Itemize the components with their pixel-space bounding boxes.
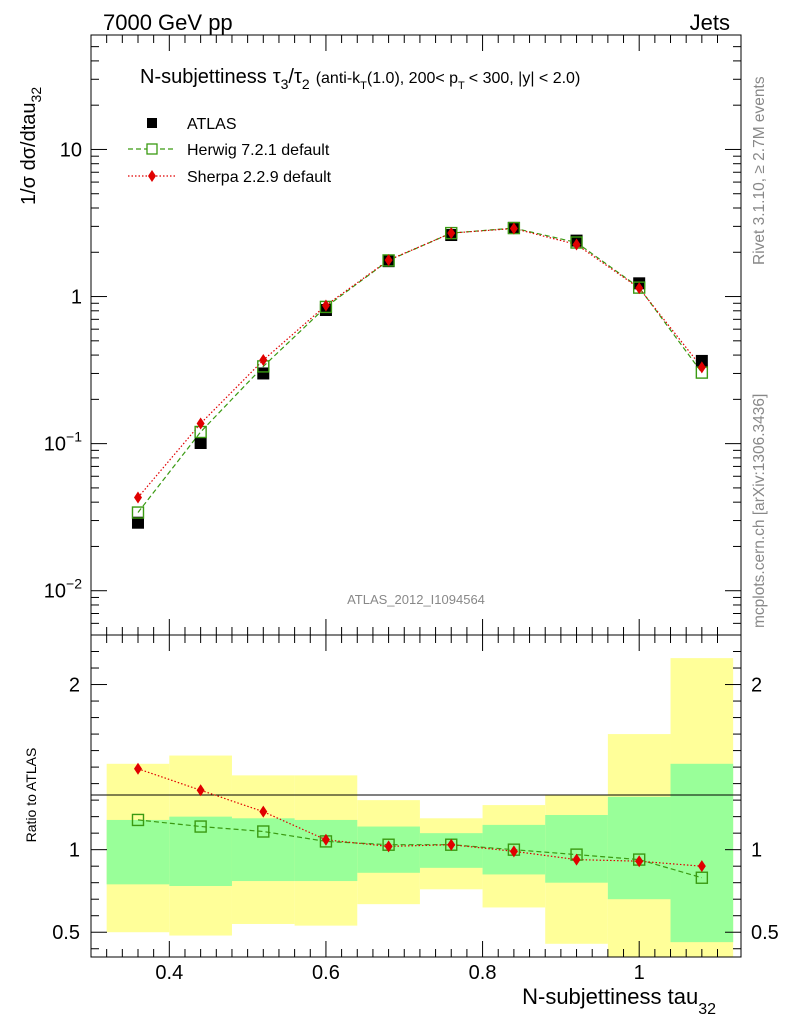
main-series [131, 221, 709, 529]
ratio-y-tick-label-left: 1 [69, 840, 80, 862]
ratio-point-sherpa [447, 838, 456, 851]
rivet-version-label: Rivet 3.1.10, ≥ 2.7M events [751, 76, 768, 265]
legend-item-sherpa: Sherpa 2.2.9 default [128, 169, 332, 186]
ratio-band-inner [670, 763, 734, 943]
ratio-line-sherpa [137, 768, 702, 867]
ratio-point-herwig [257, 825, 270, 838]
ratio-point-sherpa [384, 840, 393, 853]
legend-item-herwig: Herwig 7.2.1 default [128, 142, 330, 159]
x-axis-label: N-subjettiness tau32 [522, 984, 716, 1018]
main-y-tick-label: 10−2 [44, 576, 82, 603]
energy-label: 7000 GeV pp [103, 10, 233, 35]
x-tick-labels: 0.4 0.6 0.8 1 [155, 962, 644, 984]
ratio-point-sherpa [509, 845, 518, 858]
ratio-point-herwig [194, 820, 207, 833]
x-tick-label: 0.4 [155, 962, 183, 984]
ratio-y-axis-label: Ratio to ATLAS [23, 748, 39, 843]
main-point-sherpa [697, 361, 706, 374]
x-tick-label: 0.6 [312, 962, 340, 984]
process-label: Jets [690, 10, 730, 35]
main-panel: 10−2 10−1 1 10 1/σ dσ/dtau32 N-subjettiness… [18, 34, 742, 636]
x-tick-label: 1 [634, 962, 645, 984]
ratio-point-sherpa [635, 855, 644, 868]
ratio-line-herwig [137, 819, 702, 879]
ratio-band-inner [607, 796, 671, 900]
ratio-y-tick-label-right: 1 [751, 840, 762, 862]
ratio-band-inner [231, 818, 295, 882]
main-point-sherpa [447, 227, 456, 240]
x-tick-label: 0.8 [469, 962, 497, 984]
main-y-tick-label: 10−1 [44, 429, 82, 456]
ratio-axis-ticks [90, 635, 741, 957]
ratio-point-herwig [131, 813, 145, 827]
ratio-y-tick-labels: 0.5 0.5 1 1 2 2 [52, 675, 779, 945]
main-y-tick-labels: 10−2 10−1 1 10 [44, 139, 82, 602]
main-point-sherpa [321, 299, 330, 312]
ratio-point-sherpa [572, 853, 581, 866]
ratio-y-tick-label-right: 2 [751, 675, 762, 697]
main-line-sherpa [137, 227, 703, 498]
ratio-point-sherpa [259, 805, 268, 818]
legend-label-atlas: ATLAS [187, 116, 237, 133]
main-axis-ticks [90, 34, 741, 636]
analysis-id-label: ATLAS_2012_I1094564 [347, 592, 485, 607]
legend-marker-atlas [147, 118, 157, 128]
ratio-point-sherpa [196, 784, 205, 797]
ratio-frame [90, 634, 742, 958]
legend-label-herwig: Herwig 7.2.1 default [187, 142, 330, 159]
main-point-sherpa [133, 491, 142, 504]
ratio-y-tick-label-left: 0.5 [52, 922, 80, 944]
main-point-atlas [194, 436, 207, 449]
main-point-sherpa [635, 282, 644, 295]
main-point-sherpa [572, 238, 581, 251]
ratio-y-tick-label-right: 0.5 [751, 922, 779, 944]
legend: ATLAS Herwig 7.2.1 default Sherpa 2.2.9 … [128, 116, 332, 186]
main-point-atlas [257, 367, 270, 380]
main-y-tick-label: 10 [60, 139, 82, 161]
ratio-uncertainty-bands [106, 658, 734, 957]
legend-marker-sherpa [148, 170, 156, 182]
ratio-y-tick-label-left: 2 [69, 675, 80, 697]
legend-item-atlas: ATLAS [147, 116, 237, 133]
legend-marker-herwig [146, 143, 158, 155]
ratio-point-sherpa [321, 833, 330, 846]
legend-label-sherpa: Sherpa 2.2.9 default [187, 169, 332, 186]
source-label: mcplots.cern.ch [arXiv:1306.3436] [751, 394, 768, 628]
ratio-series [131, 762, 709, 884]
main-point-sherpa [196, 417, 205, 430]
ratio-panel: 0.5 0.5 1 1 2 2 0.4 0.6 0.8 1 Ratio to ATLAS N-s… [23, 634, 779, 1018]
ratio-band-inner [106, 819, 170, 885]
main-y-tick-label: 1 [71, 287, 82, 309]
ratio-point-sherpa [697, 860, 706, 873]
main-point-atlas [131, 516, 144, 529]
main-line-herwig [137, 227, 703, 513]
main-point-atlas [695, 354, 708, 367]
main-point-sherpa [259, 354, 268, 367]
main-y-axis-label: 1/σ dσ/dtau32 [18, 87, 44, 205]
plot-title: N-subjettiness τ3/τ2 (anti-kT(1.0), 200< p… [140, 66, 580, 92]
ratio-point-herwig [695, 871, 709, 884]
ratio-band-inner [294, 819, 358, 882]
main-point-sherpa [509, 222, 518, 235]
ratio-point-sherpa [133, 762, 142, 775]
ratio-band-inner [169, 816, 232, 886]
main-point-herwig [131, 506, 145, 519]
main-point-sherpa [384, 254, 393, 267]
